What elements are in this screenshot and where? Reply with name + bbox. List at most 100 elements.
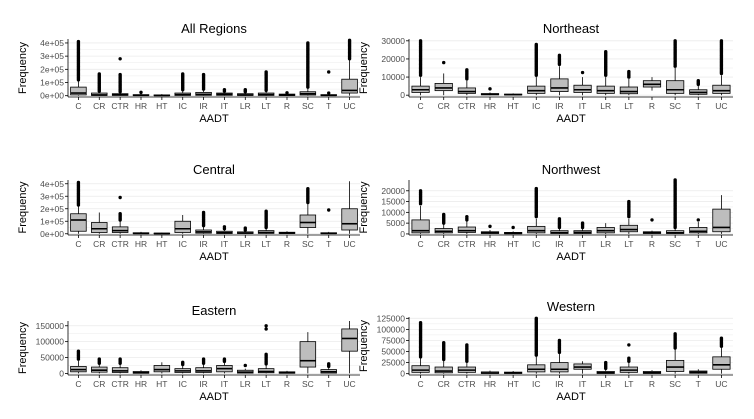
x-tick-label: CTR (458, 379, 475, 389)
outlier-point (139, 90, 143, 95)
outlier-point (580, 221, 585, 225)
outlier-point (327, 362, 331, 366)
x-tick-label: LR (600, 379, 611, 389)
y-tick-label: 20000 (381, 186, 405, 196)
box-plot (341, 181, 358, 234)
box-plot (619, 69, 638, 96)
x-tick-label: HR (135, 101, 147, 111)
box-body (457, 87, 476, 94)
x-tick-label: LT (624, 379, 633, 389)
outlier-point (76, 349, 81, 353)
box-body (712, 356, 731, 370)
x-tick-label: LT (261, 239, 270, 249)
box-plot (216, 225, 233, 234)
x-tick-label: SC (669, 379, 681, 389)
y-tick-label: 4e+05 (40, 38, 64, 48)
x-tick-label: IC (532, 101, 541, 111)
box-plot (573, 70, 592, 96)
box-plot (320, 362, 337, 374)
panel-title: Central (193, 162, 235, 177)
box-body (299, 341, 317, 368)
x-tick-label: C (418, 379, 424, 389)
box-plot (619, 199, 638, 234)
outlier-point (264, 327, 268, 331)
x-tick-label: UC (343, 101, 355, 111)
outlier-point (327, 70, 331, 74)
box-plot (257, 209, 275, 234)
outlier-point (181, 360, 185, 364)
x-tick-label: CR (93, 101, 105, 111)
outlier-point (557, 217, 562, 221)
box-plot (299, 187, 317, 234)
box-plot (299, 332, 317, 374)
y-tick-label: 15000 (381, 197, 405, 207)
box-plot (480, 224, 500, 234)
box-plot (527, 316, 546, 374)
y-tick-label: 1e+05 (40, 216, 64, 226)
outlier-point (673, 332, 677, 336)
y-tick-label: 50000 (40, 353, 64, 363)
y-tick-label: 0 (400, 369, 405, 379)
outlier-point (627, 343, 631, 347)
outlier-point (696, 218, 700, 222)
box-body (619, 224, 638, 233)
box-plot (434, 340, 453, 374)
x-tick-label: IT (579, 239, 587, 249)
outlier-point (719, 39, 724, 43)
y-axis-title: Frequency (358, 320, 370, 372)
box-plot (666, 332, 685, 374)
outlier-point (696, 78, 700, 83)
box-body (596, 85, 615, 94)
box-plot (596, 49, 615, 96)
panel-title: Northeast (543, 21, 600, 36)
x-tick-label: T (326, 379, 331, 389)
box-plot (642, 77, 662, 91)
outlier-point (76, 180, 81, 185)
outlier-point (442, 340, 446, 345)
x-axis-title: AADT (556, 113, 586, 125)
outlier-point (97, 357, 101, 361)
outlier-point (465, 68, 469, 72)
outlier-point (442, 212, 446, 217)
box-plot (70, 39, 87, 96)
outlier-point (118, 72, 122, 77)
box-plot (504, 93, 523, 96)
x-tick-label: SC (302, 101, 314, 111)
x-tick-label: SC (669, 239, 681, 249)
x-tick-label: UC (343, 379, 355, 389)
box-plot (299, 41, 317, 96)
outlier-point (511, 225, 515, 230)
y-tick-label: 5000 (386, 218, 405, 228)
chart-panel: Northeast 0 10000 20000 30000 C CR CTR HR HT IC IR I… (358, 21, 733, 125)
box-plot (527, 42, 546, 96)
box-plot (411, 39, 430, 96)
x-tick-label: T (696, 379, 701, 389)
y-tick-label: 100000 (377, 324, 406, 334)
box-body (70, 213, 87, 232)
x-tick-label: C (75, 239, 81, 249)
box-body (712, 208, 731, 233)
x-tick-label: CTR (458, 101, 475, 111)
outlier-point (264, 209, 268, 213)
box-plot (237, 88, 254, 96)
x-tick-label: CR (93, 379, 105, 389)
x-tick-label: CR (438, 379, 450, 389)
y-tick-label: 25000 (381, 358, 405, 368)
x-tick-label: IC (178, 101, 187, 111)
y-tick-label: 1e+05 (40, 78, 64, 88)
y-axis-title: Frequency (358, 42, 370, 94)
x-tick-label: LT (624, 101, 633, 111)
y-axis-title: Frequency (17, 42, 29, 94)
box-plot (480, 370, 500, 374)
box-body (666, 80, 685, 94)
y-tick-label: 2e+05 (40, 204, 64, 214)
x-tick-label: HT (507, 379, 518, 389)
box-plot (111, 357, 129, 374)
box-plot (411, 321, 430, 374)
outlier-point (118, 57, 122, 61)
box-body (411, 219, 430, 234)
box-plot (550, 53, 569, 96)
x-tick-label: T (326, 239, 331, 249)
x-tick-label: UC (715, 379, 727, 389)
